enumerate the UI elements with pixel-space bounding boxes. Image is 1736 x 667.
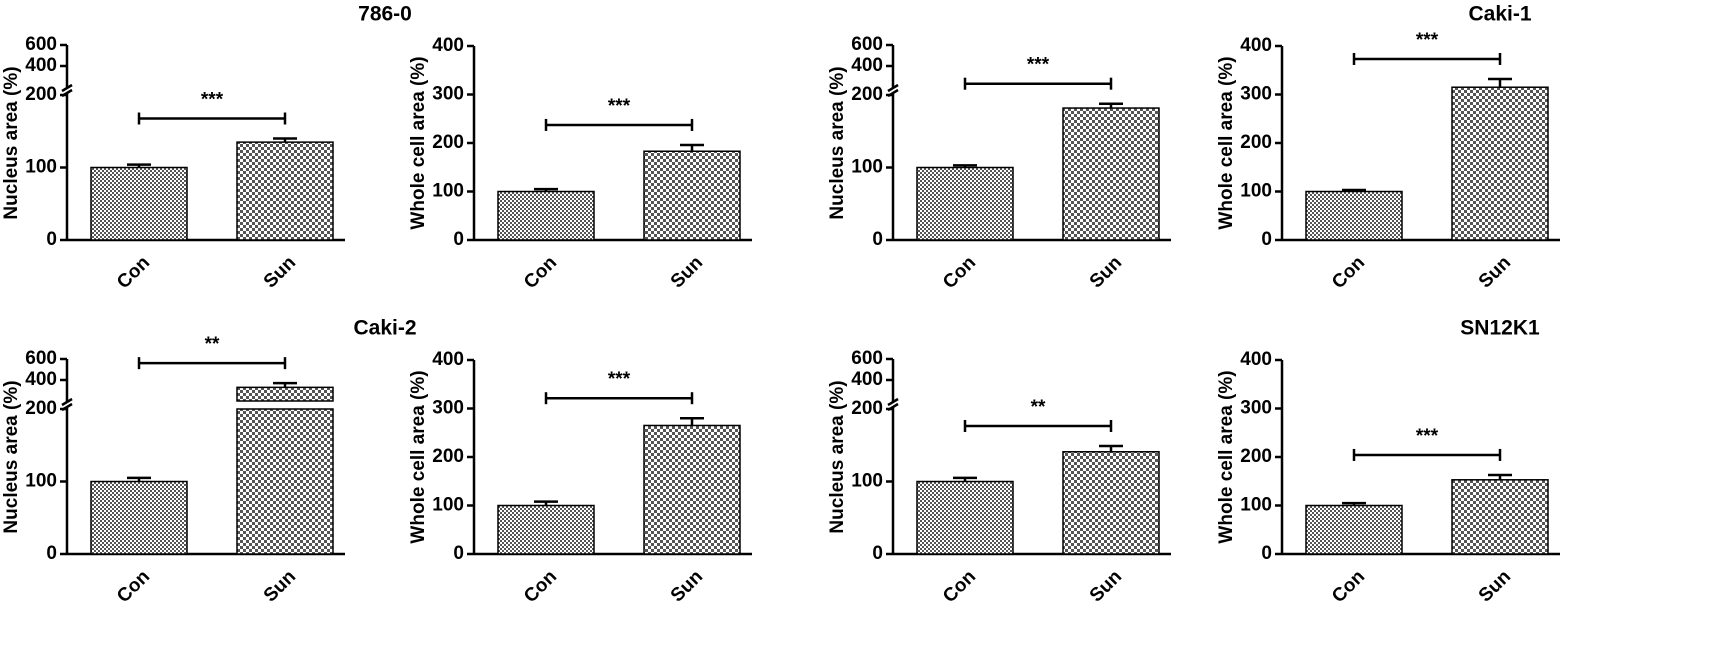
x-tick-label: Sun [1086,566,1126,606]
significance-label: ** [1031,397,1046,418]
x-tick-label: Sun [260,252,300,292]
y-axis-label: Nucleus area (%) [827,66,848,219]
y-tick-label: 400 [851,55,883,76]
x-tick-label: Sun [667,252,707,292]
y-axis-label: Whole cell area (%) [408,370,429,543]
x-tick-label: Con [939,566,980,607]
bar [643,424,741,555]
y-tick-label: 0 [46,229,57,250]
bar [1305,190,1403,241]
y-tick-label: 100 [25,157,57,178]
y-tick-label: 300 [1240,398,1272,419]
y-tick-label: 0 [453,543,464,564]
panel-title: 786-0 [358,3,412,26]
x-tick-label: Con [1328,252,1369,293]
y-tick-label: 0 [872,229,883,250]
bar [916,480,1014,555]
bar [236,408,334,555]
y-tick-label: 100 [25,471,57,492]
y-tick-label: 0 [453,229,464,250]
bar [1451,479,1549,555]
y-tick-label: 600 [25,348,57,369]
y-tick-label: 400 [851,369,883,390]
x-tick-label: Con [939,252,980,293]
y-tick-label: 200 [432,132,464,153]
y-tick-label: 300 [432,84,464,105]
significance-label: *** [608,96,631,117]
bar [90,480,188,555]
y-axis-label: Nucleus area (%) [1,66,22,219]
bar [236,141,334,241]
axis-break [887,397,899,407]
x-tick-label: Sun [260,566,300,606]
y-tick-label: 400 [25,55,57,76]
y-tick-label: 100 [1240,181,1272,202]
x-tick-label: Sun [1086,252,1126,292]
y-tick-label: 100 [432,495,464,516]
y-tick-label: 200 [851,84,883,105]
y-tick-label: 200 [1240,446,1272,467]
axis-break [887,83,899,93]
y-tick-label: 0 [46,543,57,564]
y-tick-label: 600 [25,34,57,55]
bar [1305,504,1403,555]
axis-break [61,83,73,93]
bar [1062,107,1160,241]
significance-label: *** [608,369,631,390]
bar [643,150,741,241]
y-tick-label: 0 [1261,543,1272,564]
y-tick-label: 300 [1240,84,1272,105]
y-axis-label: Nucleus area (%) [827,380,848,533]
x-tick-label: Sun [1475,252,1515,292]
x-tick-label: Con [1328,566,1369,607]
bar [497,190,595,241]
y-tick-label: 400 [432,35,464,56]
bar [1451,86,1549,241]
y-tick-label: 200 [432,446,464,467]
y-tick-label: 0 [1261,229,1272,250]
panel-title: Caki-2 [353,317,416,340]
x-tick-label: Sun [1475,566,1515,606]
y-tick-label: 400 [1240,349,1272,370]
significance-label: *** [1416,426,1439,447]
panel-title: SN12K1 [1460,317,1540,340]
y-axis-label: Nucleus area (%) [1,380,22,533]
significance-label: *** [201,90,224,111]
y-axis-label: Whole cell area (%) [1216,56,1237,229]
significance-label: ** [205,334,220,355]
axis-break [61,397,73,407]
x-tick-label: Con [520,566,561,607]
significance-label: *** [1416,30,1439,51]
bar [236,386,334,402]
y-tick-label: 100 [432,181,464,202]
y-tick-label: 200 [25,84,57,105]
y-tick-label: 0 [872,543,883,564]
y-axis-label: Whole cell area (%) [408,56,429,229]
y-tick-label: 300 [432,398,464,419]
y-tick-label: 400 [1240,35,1272,56]
y-tick-label: 200 [25,398,57,419]
y-tick-label: 100 [851,157,883,178]
y-tick-label: 100 [851,471,883,492]
x-tick-label: Con [113,252,154,293]
bar [90,166,188,241]
y-tick-label: 600 [851,34,883,55]
y-tick-label: 400 [25,369,57,390]
panel-title: Caki-1 [1468,3,1531,26]
y-tick-label: 600 [851,348,883,369]
y-tick-label: 100 [1240,495,1272,516]
bar [497,504,595,555]
y-tick-label: 200 [851,398,883,419]
x-tick-label: Con [520,252,561,293]
significance-label: *** [1027,55,1050,76]
x-tick-label: Con [113,566,154,607]
bar [1062,451,1160,555]
x-tick-label: Sun [667,566,707,606]
bar [916,166,1014,241]
y-axis-label: Whole cell area (%) [1216,370,1237,543]
y-tick-label: 400 [432,349,464,370]
y-tick-label: 200 [1240,132,1272,153]
